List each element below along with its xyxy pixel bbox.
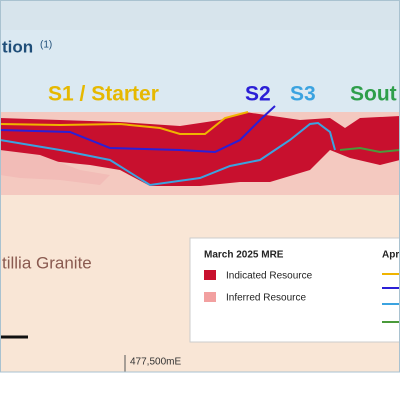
geology-label: tillia Granite <box>2 253 92 272</box>
south-pit-line <box>339 146 400 154</box>
indicated-resource <box>0 112 400 186</box>
legend-item: Indicated Resource <box>226 271 313 282</box>
pit-label: Sout <box>350 83 397 106</box>
s2-pit-line <box>0 105 276 154</box>
legend-title: March 2025 MRE <box>204 250 284 261</box>
pit-label: S1 / Starter <box>48 83 159 106</box>
legend-swatch <box>204 270 216 280</box>
title-band <box>0 0 400 30</box>
legend-swatch <box>204 292 216 302</box>
title-note: (1) <box>40 40 52 51</box>
title: tion <box>2 37 33 56</box>
legend-box <box>189 237 400 343</box>
pit-label: S3 <box>290 83 316 106</box>
s3-pit-line <box>0 121 336 187</box>
legend-item: Inferred Resource <box>226 293 306 304</box>
legend-title: Apr <box>382 250 399 261</box>
pit-label: S2 <box>245 83 271 106</box>
easting-label: 477,500mE <box>130 357 181 368</box>
s1-pit-line <box>0 111 249 135</box>
inferred-patch <box>0 150 110 185</box>
